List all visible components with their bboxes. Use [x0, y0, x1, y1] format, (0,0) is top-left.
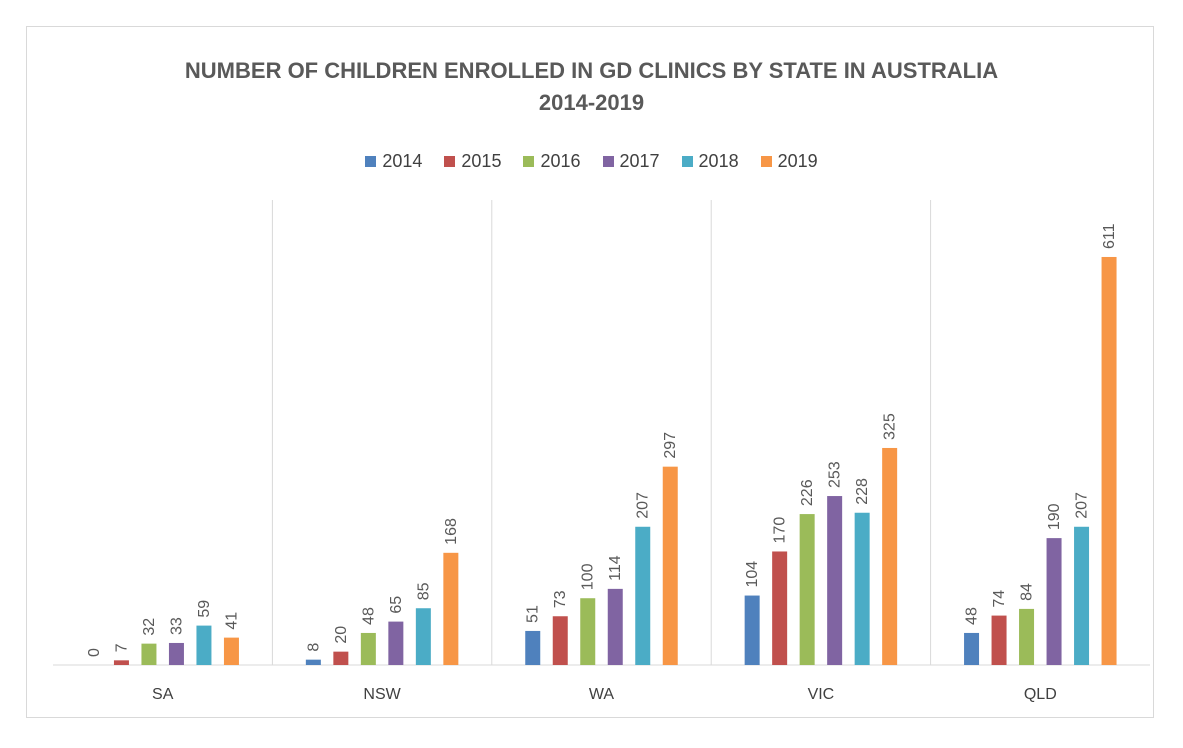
chart-title-line2: 2014-2019 [538, 90, 645, 115]
data-label: 297 [662, 432, 679, 459]
data-label: 20 [333, 626, 350, 644]
legend-label: 2017 [619, 151, 660, 171]
bar-wa-2016 [580, 598, 596, 665]
bar-vic-2014 [744, 595, 760, 665]
data-label: 611 [1101, 223, 1118, 249]
data-label: 228 [854, 478, 871, 505]
legend-item-2019: 2019 [760, 151, 818, 172]
bar-vic-2016 [799, 514, 815, 665]
bar-nsw-2016 [360, 632, 376, 665]
legend-label: 2014 [382, 151, 423, 171]
legend-swatch [444, 156, 456, 167]
legend-swatch [365, 156, 377, 167]
bar-vic-2017 [827, 496, 843, 665]
data-label: 168 [443, 518, 460, 545]
data-label: 48 [360, 607, 377, 625]
x-tick-label-qld: QLD [1024, 686, 1057, 703]
bar-qld-2016 [1019, 608, 1035, 665]
legend-label: 2019 [777, 151, 818, 171]
bar-nsw-2017 [388, 621, 404, 665]
bar-sa-2016 [141, 643, 157, 665]
legend-item-2016: 2016 [523, 151, 581, 172]
bar-nsw-2019 [443, 552, 459, 665]
chart-title-line1: NUMBER OF CHILDREN ENROLLED IN GD CLINIC… [184, 58, 999, 83]
data-label: 59 [196, 600, 213, 618]
data-label: 100 [580, 563, 597, 590]
bar-wa-2019 [662, 466, 678, 665]
legend-item-2018: 2018 [681, 151, 739, 172]
bar-qld-2018 [1074, 526, 1090, 665]
data-label: 114 [607, 555, 624, 581]
data-label: 8 [305, 643, 322, 652]
bar-qld-2019 [1101, 256, 1117, 665]
legend-label: 2018 [698, 151, 739, 171]
chart-legend: 2014 2015 2016 2017 2018 2019 [0, 151, 1183, 172]
x-tick-label-sa: SA [152, 686, 174, 703]
data-label: 104 [744, 561, 761, 588]
data-label: 33 [168, 617, 185, 635]
bar-wa-2014 [525, 630, 541, 665]
bar-vic-2015 [772, 551, 788, 665]
bar-qld-2015 [991, 615, 1007, 665]
data-label: 207 [635, 492, 652, 519]
legend-item-2014: 2014 [365, 151, 422, 172]
data-label: 170 [772, 517, 789, 544]
data-label: 253 [827, 461, 844, 488]
data-label: 51 [525, 605, 542, 623]
bar-qld-2014 [964, 632, 980, 665]
data-label: 207 [1074, 492, 1091, 519]
bar-sa-2018 [196, 625, 212, 665]
legend-swatch [681, 156, 693, 167]
data-label: 41 [223, 612, 240, 630]
data-label: 0 [86, 648, 103, 657]
bar-sa-2019 [223, 637, 239, 665]
x-tick-label-nsw: NSW [363, 686, 401, 703]
data-label: 74 [991, 590, 1008, 608]
bar-vic-2018 [854, 512, 870, 665]
bar-vic-2019 [882, 447, 898, 665]
legend-swatch [523, 156, 535, 167]
legend-label: 2016 [540, 151, 581, 171]
bar-qld-2017 [1046, 538, 1062, 665]
data-label: 85 [415, 582, 432, 600]
bar-sa-2017 [168, 642, 184, 665]
legend-label: 2015 [461, 151, 502, 171]
data-label: 65 [388, 596, 405, 614]
data-label: 48 [964, 607, 981, 625]
data-label: 73 [552, 590, 569, 608]
data-label: 190 [1046, 503, 1063, 530]
legend-swatch [760, 156, 772, 167]
bar-sa-2015 [113, 660, 129, 665]
x-tick-label-vic: VIC [808, 686, 835, 703]
data-label: 226 [799, 479, 816, 506]
bar-wa-2015 [552, 616, 568, 665]
data-label: 325 [882, 413, 899, 440]
data-label: 7 [113, 643, 130, 652]
bar-nsw-2015 [333, 651, 349, 665]
bar-wa-2017 [607, 588, 623, 665]
bar-nsw-2018 [415, 608, 431, 665]
legend-item-2017: 2017 [602, 151, 660, 172]
legend-swatch [602, 156, 614, 167]
x-tick-label-wa: WA [589, 686, 615, 703]
data-label: 32 [141, 618, 158, 636]
data-label: 84 [1019, 583, 1036, 601]
bar-nsw-2014 [305, 659, 321, 665]
legend-item-2015: 2015 [444, 151, 501, 172]
bar-wa-2018 [635, 526, 651, 665]
